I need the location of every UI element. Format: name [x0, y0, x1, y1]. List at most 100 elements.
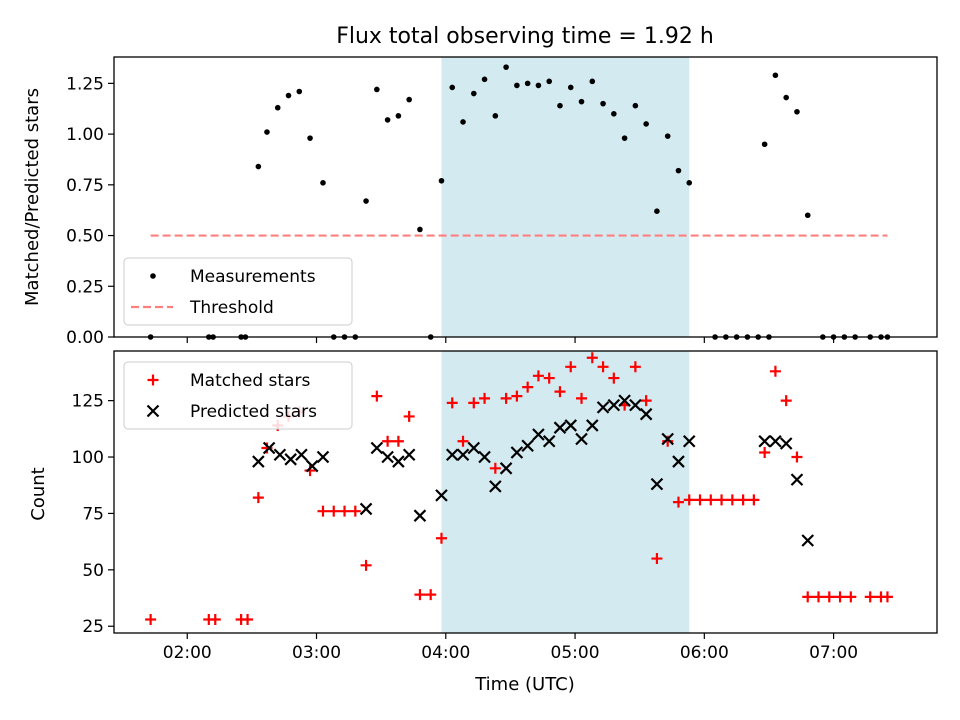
- y-tick-label: 100: [72, 448, 104, 468]
- data-point: [467, 441, 481, 455]
- data-point: [242, 613, 254, 625]
- data-point: [285, 92, 292, 99]
- data-point: [359, 502, 373, 516]
- data-point: [629, 398, 642, 412]
- data-point: [262, 441, 276, 455]
- y-tick-label: 125: [72, 392, 104, 412]
- legend: Measurements Threshold: [123, 257, 353, 326]
- data-point: [586, 419, 599, 432]
- data-point: [384, 117, 391, 123]
- data-point: [621, 135, 628, 141]
- data-point: [557, 102, 563, 109]
- data-point: [607, 398, 621, 412]
- legend-box: [123, 257, 353, 326]
- top-y-axis-label: Matched/Predicted stars: [22, 88, 43, 306]
- legend-marker: [146, 404, 160, 418]
- y-tick-label: 0.75: [66, 176, 104, 196]
- data-point: [499, 462, 513, 475]
- data-point: [252, 492, 264, 504]
- data-point: [445, 448, 459, 462]
- data-point: [769, 365, 781, 377]
- data-point: [643, 121, 649, 127]
- data-point: [316, 450, 330, 464]
- data-point: [629, 361, 641, 373]
- y-tick-label: 50: [82, 561, 104, 581]
- data-point: [608, 372, 620, 384]
- data-point: [672, 455, 685, 468]
- data-point: [511, 390, 523, 402]
- data-point: [565, 361, 577, 373]
- data-point: [654, 208, 660, 215]
- data-point: [813, 591, 825, 603]
- legend-label: Predicted stars: [190, 402, 317, 422]
- data-point: [864, 591, 876, 603]
- data-point: [737, 494, 749, 506]
- data-point: [834, 591, 846, 603]
- data-point: [489, 462, 501, 474]
- data-point: [586, 352, 598, 364]
- data-point: [395, 113, 402, 119]
- y-tick-label: 1.00: [66, 125, 104, 145]
- data-point: [392, 435, 404, 447]
- data-point: [578, 98, 585, 105]
- data-point: [305, 459, 319, 473]
- data-point: [274, 104, 281, 111]
- data-point: [264, 129, 270, 135]
- data-point: [468, 397, 480, 409]
- data-point: [360, 559, 372, 571]
- data-point: [761, 141, 768, 148]
- data-point: [683, 494, 695, 506]
- data-point: [794, 108, 800, 115]
- x-tick-label: 03:00: [292, 643, 341, 663]
- data-point: [632, 102, 639, 109]
- data-point: [553, 421, 567, 434]
- data-point: [611, 111, 617, 117]
- data-point: [414, 589, 426, 601]
- x-tick-label: 04:00: [421, 643, 470, 663]
- data-point: [758, 434, 771, 448]
- data-point: [543, 372, 555, 384]
- data-point: [261, 442, 273, 454]
- x-tick-label: 07:00: [809, 643, 858, 663]
- data-point: [403, 410, 415, 422]
- data-point: [370, 441, 384, 455]
- data-point: [694, 494, 706, 506]
- data-point: [783, 94, 789, 101]
- data-point: [255, 163, 262, 170]
- data-point: [664, 133, 671, 139]
- data-point: [802, 591, 814, 603]
- data-point: [650, 477, 664, 491]
- y-tick-label: 75: [82, 504, 104, 524]
- legend-box: [123, 361, 353, 430]
- data-point: [307, 135, 313, 141]
- x-tick-label: 06:00: [680, 643, 729, 663]
- chart-title: Flux total observing time = 1.92 h: [336, 24, 714, 49]
- data-point: [597, 361, 609, 373]
- data-point: [759, 447, 771, 459]
- data-point: [524, 80, 531, 87]
- data-point: [845, 591, 857, 603]
- data-point: [769, 434, 782, 448]
- x-tick-label: 02:00: [163, 643, 212, 663]
- data-point: [801, 534, 815, 547]
- data-point: [791, 451, 803, 463]
- data-point: [675, 167, 682, 174]
- series-predicted-stars: [252, 394, 815, 547]
- legend-marker: [150, 273, 156, 279]
- data-point: [382, 435, 394, 447]
- data-point: [779, 437, 793, 450]
- bottom-chart: 25 50 75 100 125 02:00 03:00 04:00 05:00 06:00 07:…: [72, 350, 938, 663]
- data-point: [510, 446, 524, 459]
- data-point: [328, 505, 340, 517]
- data-point: [564, 419, 578, 432]
- data-point: [435, 489, 448, 502]
- data-point: [716, 494, 728, 506]
- data-point: [618, 394, 631, 407]
- data-point: [881, 591, 893, 603]
- data-point: [470, 90, 477, 97]
- data-point: [273, 448, 287, 462]
- data-point: [546, 78, 552, 85]
- data-point: [589, 78, 596, 85]
- plot-frame: [113, 350, 938, 634]
